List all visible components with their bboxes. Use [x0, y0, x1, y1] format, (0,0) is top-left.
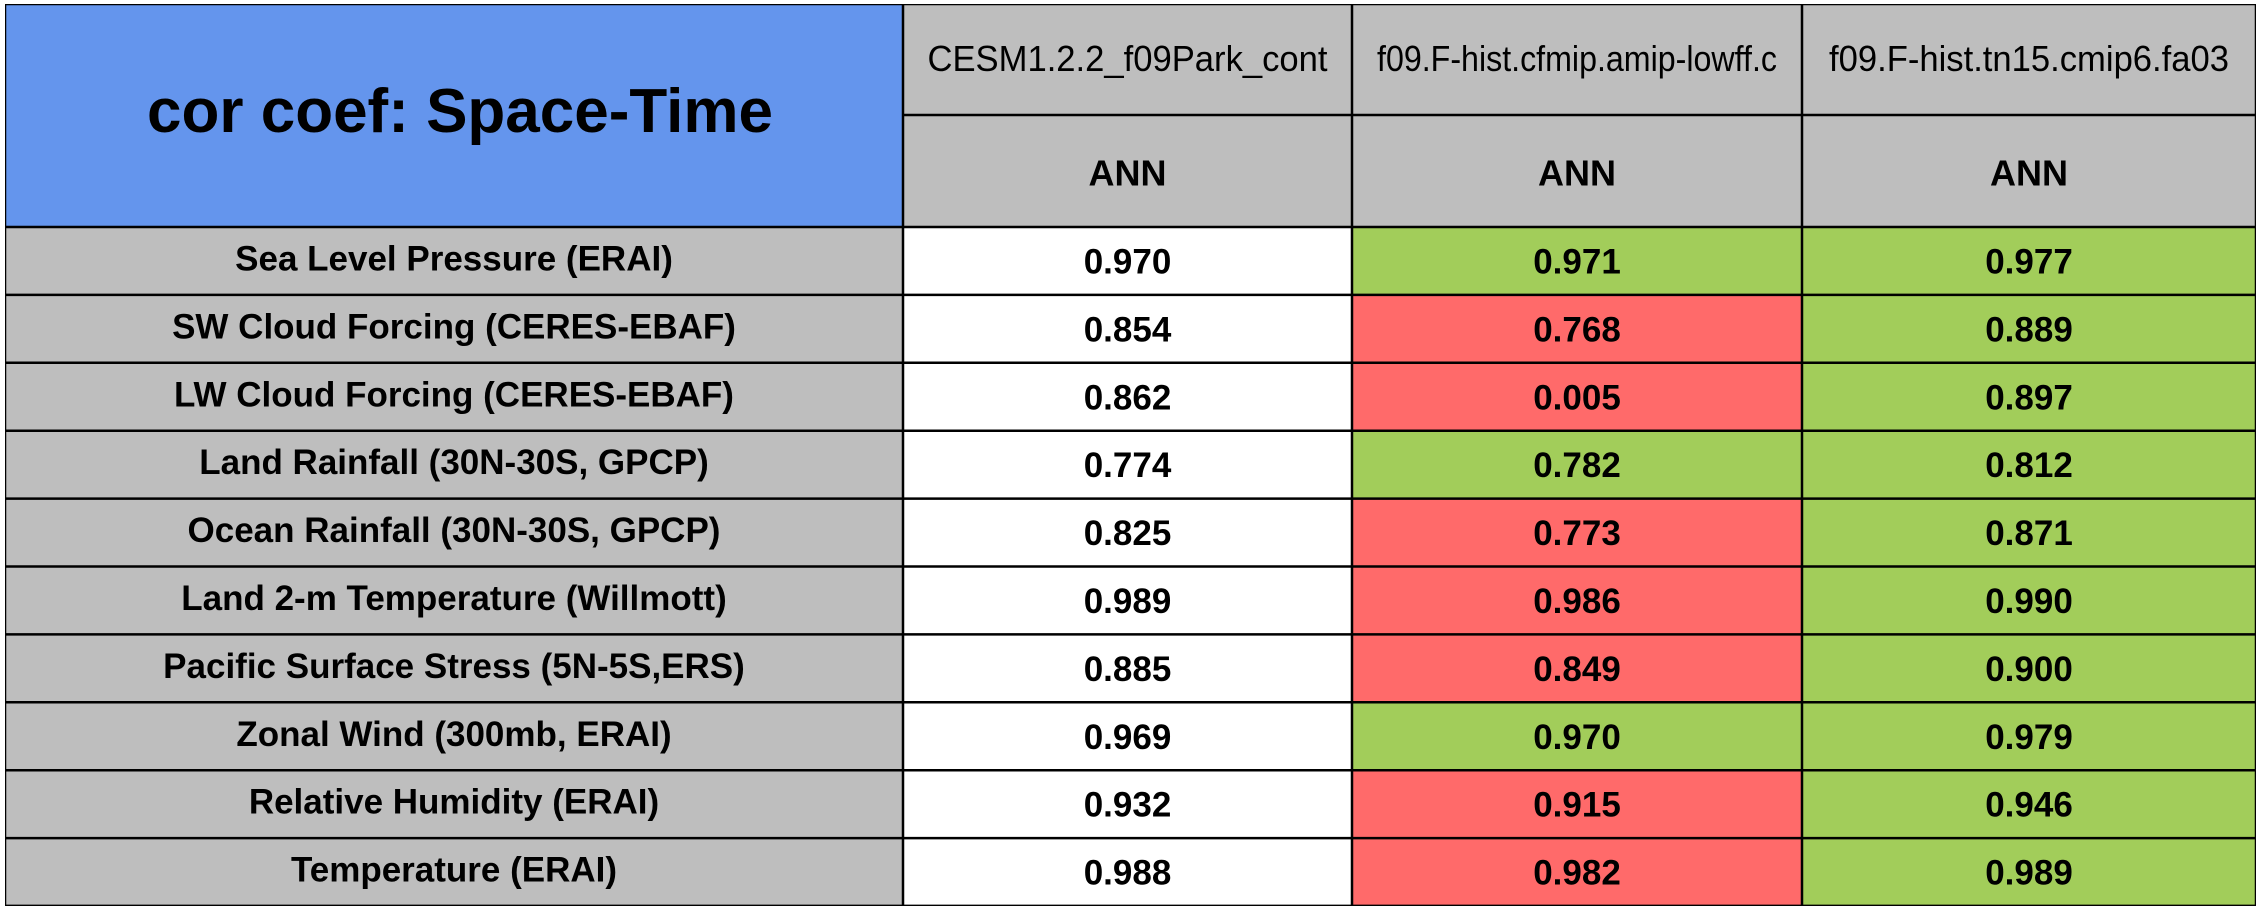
- value-label: 0.825: [1084, 514, 1172, 553]
- value-label: 0.782: [1533, 446, 1621, 485]
- value-cell: [1352, 634, 1802, 703]
- row-label: Relative Humidity (ERAI): [249, 783, 659, 822]
- value-label: 0.854: [1084, 310, 1172, 349]
- value-cell: [903, 227, 1352, 295]
- value-cell: [1352, 430, 1802, 499]
- value-cell: [1802, 498, 2256, 567]
- column-subheader: ANN: [1538, 153, 1616, 194]
- value-cell: [1802, 362, 2256, 431]
- value-label: 0.982: [1533, 854, 1621, 893]
- value-cell: [903, 702, 1352, 771]
- value-cell: [1352, 770, 1802, 839]
- row-label-cell: [5, 634, 903, 703]
- value-cell: [903, 634, 1352, 703]
- value-cell: [1352, 566, 1802, 635]
- value-label: 0.979: [1985, 718, 2073, 757]
- value-label: 0.986: [1533, 582, 1621, 621]
- value-cell: [1352, 702, 1802, 771]
- title-cell: [5, 4, 903, 227]
- row-label-cell: [5, 498, 903, 567]
- row-label-cell: [5, 430, 903, 499]
- value-label: 0.946: [1985, 786, 2073, 825]
- row-label-cell: [5, 702, 903, 771]
- column-subheader: ANN: [1990, 153, 2068, 194]
- value-label: 0.885: [1084, 650, 1172, 689]
- value-label: 0.989: [1084, 582, 1172, 621]
- value-label: 0.773: [1533, 514, 1621, 553]
- value-cell: [903, 294, 1352, 363]
- value-cell: [1802, 770, 2256, 839]
- value-label: 0.932: [1084, 786, 1172, 825]
- value-cell: [903, 838, 1352, 906]
- value-label: 0.989: [1985, 854, 2073, 893]
- row-label: Zonal Wind (300mb, ERAI): [236, 715, 671, 754]
- row-label-cell: [5, 294, 903, 363]
- row-label: Land 2-m Temperature (Willmott): [181, 579, 726, 618]
- value-cell: [1352, 838, 1802, 906]
- value-cell: [1802, 430, 2256, 499]
- value-cell: [1352, 362, 1802, 431]
- value-cell: [1802, 294, 2256, 363]
- value-cell: [903, 498, 1352, 567]
- row-label-cell: [5, 566, 903, 635]
- row-label-cell: [5, 838, 903, 906]
- table-title: cor coef: Space-Time: [147, 77, 773, 146]
- column-header: f09.F-hist.tn15.cmip6.fa03: [1829, 38, 2229, 79]
- value-cell: [1802, 838, 2256, 906]
- value-cell: [1352, 498, 1802, 567]
- value-label: 0.871: [1985, 514, 2073, 553]
- value-cell: [903, 770, 1352, 839]
- value-label: 0.812: [1985, 446, 2073, 485]
- value-label: 0.915: [1533, 786, 1621, 825]
- value-label: 0.970: [1084, 242, 1172, 281]
- value-label: 0.990: [1985, 582, 2073, 621]
- value-label: 0.889: [1985, 310, 2073, 349]
- value-label: 0.774: [1084, 446, 1172, 485]
- correlation-table: cor coef: Space-Time CESM1.2.2_f09Park_co…: [5, 4, 2256, 906]
- row-label: Temperature (ERAI): [291, 851, 617, 890]
- column-header: f09.F-hist.cfmip.amip-lowff.c: [1377, 38, 1777, 79]
- row-label: Ocean Rainfall (30N-30S, GPCP): [188, 511, 721, 550]
- value-cell: [1802, 566, 2256, 635]
- value-cell: [903, 362, 1352, 431]
- row-label-cell: [5, 362, 903, 431]
- row-label: Sea Level Pressure (ERAI): [235, 239, 673, 278]
- value-label: 0.862: [1084, 378, 1172, 417]
- value-label: 0.900: [1985, 650, 2073, 689]
- row-label-cell: [5, 227, 903, 295]
- value-label: 0.988: [1084, 854, 1172, 893]
- value-label: 0.970: [1533, 718, 1621, 757]
- table-svg: cor coef: Space-Time CESM1.2.2_f09Park_co…: [5, 4, 2256, 906]
- value-label: 0.005: [1533, 378, 1621, 417]
- row-label-cell: [5, 770, 903, 839]
- value-cell: [903, 430, 1352, 499]
- row-label: LW Cloud Forcing (CERES-EBAF): [174, 375, 734, 414]
- value-label: 0.768: [1533, 310, 1621, 349]
- value-cell: [1352, 227, 1802, 295]
- row-label: Pacific Surface Stress (5N-5S,ERS): [163, 647, 745, 686]
- value-label: 0.977: [1985, 242, 2073, 281]
- value-cell: [1802, 634, 2256, 703]
- value-cell: [1802, 702, 2256, 771]
- column-header: CESM1.2.2_f09Park_cont: [928, 38, 1328, 79]
- row-label: SW Cloud Forcing (CERES-EBAF): [172, 307, 736, 346]
- value-label: 0.897: [1985, 378, 2073, 417]
- value-cell: [903, 566, 1352, 635]
- value-cell: [1802, 227, 2256, 295]
- value-label: 0.969: [1084, 718, 1172, 757]
- row-label: Land Rainfall (30N-30S, GPCP): [199, 443, 709, 482]
- value-label: 0.971: [1533, 242, 1621, 281]
- column-subheader: ANN: [1089, 153, 1167, 194]
- value-cell: [1352, 294, 1802, 363]
- value-label: 0.849: [1533, 650, 1621, 689]
